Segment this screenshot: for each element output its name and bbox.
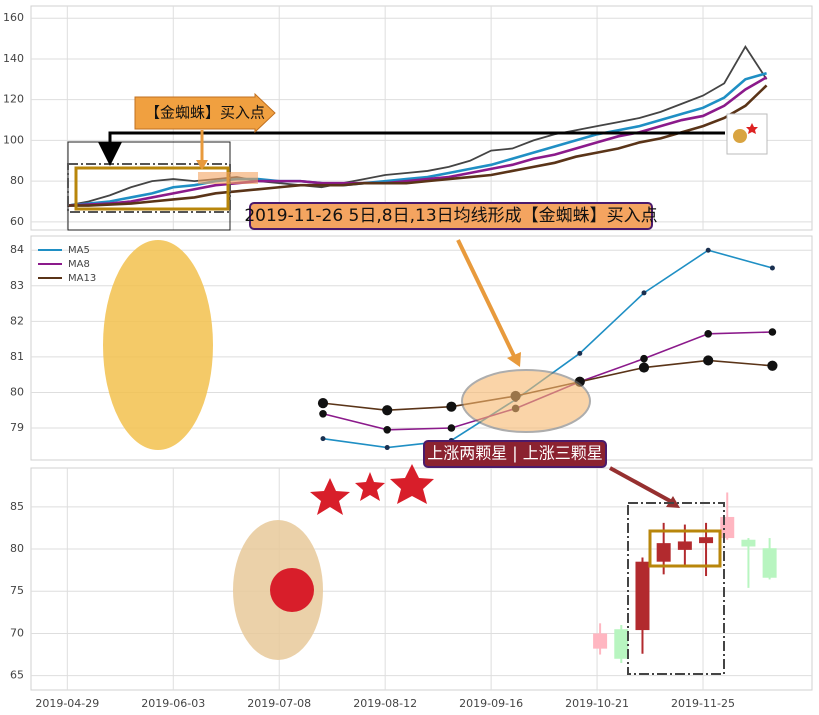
legend-label: MA8 [68, 259, 90, 270]
point [317, 398, 329, 409]
point [577, 350, 583, 356]
x-tick-label: 2019-10-21 [565, 697, 629, 710]
y-tick-label: 81 [10, 350, 24, 363]
mascot [270, 568, 314, 612]
series-line [67, 76, 768, 207]
mascot [103, 240, 213, 450]
point [638, 362, 650, 373]
candle-body [741, 539, 756, 547]
y-tick-label: 70 [10, 626, 24, 639]
y-tick-label: 83 [10, 279, 24, 292]
arrow [456, 239, 516, 357]
y-tick-label: 75 [10, 584, 24, 597]
label-box [249, 202, 653, 230]
candle-body [762, 548, 777, 578]
x-tick-label: 2019-06-03 [141, 697, 205, 710]
y-tick-label: 80 [10, 385, 24, 398]
star [390, 464, 434, 504]
candle-body [720, 516, 735, 539]
point [769, 265, 775, 271]
highlight-box [648, 529, 722, 568]
panel-frame [30, 467, 813, 691]
arrow-head [196, 160, 208, 170]
y-tick-label: 160 [3, 11, 24, 24]
point [703, 355, 714, 366]
y-tick-label: 65 [10, 669, 24, 682]
star [310, 478, 350, 515]
star [355, 472, 385, 501]
y-tick-label: 82 [10, 314, 24, 327]
point [705, 247, 711, 253]
icon [726, 113, 768, 155]
series-line [67, 84, 768, 207]
point [767, 360, 778, 371]
highlight-mark [198, 172, 258, 184]
candle-body [635, 561, 650, 631]
annotation: 上涨两颗星 | 上涨三颗星 [427, 444, 603, 463]
legend-label: MA13 [68, 273, 96, 284]
point [320, 436, 326, 442]
y-tick-label: 140 [3, 52, 24, 65]
arrow-head [507, 352, 521, 367]
point [447, 424, 456, 432]
candle-body [614, 629, 629, 659]
x-tick-label: 2019-09-16 [459, 697, 523, 710]
dash-box [67, 163, 231, 213]
annotation: 【金蜘蛛】买入点 [145, 104, 265, 122]
callout-shape [134, 92, 276, 134]
panel-frame [30, 235, 813, 461]
legend-label: MA5 [68, 245, 90, 256]
candle-body [593, 633, 608, 649]
annotation: 2019-11-26 5日,8日,13日均线形成【金蜘蛛】买入点 [244, 206, 657, 226]
series-line [67, 71, 767, 207]
x-tick-label: 2019-04-29 [35, 697, 99, 710]
highlight-box [74, 166, 230, 211]
y-tick-label: 79 [10, 421, 24, 434]
candle-body [677, 541, 692, 550]
point [641, 290, 647, 296]
y-tick-label: 120 [3, 93, 24, 106]
point [382, 405, 393, 416]
point [384, 445, 390, 451]
decorations [67, 92, 768, 675]
point [319, 409, 327, 418]
y-tick-label: 100 [3, 133, 24, 146]
label-box [423, 440, 607, 468]
arrow [609, 466, 673, 504]
arrow [98, 131, 725, 166]
series-line [67, 45, 768, 207]
dash-box [627, 502, 725, 675]
y-tick-label: 80 [10, 542, 24, 555]
y-tick-label: 60 [10, 215, 24, 228]
y-tick-label: 80 [10, 174, 24, 187]
highlight-ellipse [461, 369, 591, 433]
x-tick-label: 2019-08-12 [353, 697, 417, 710]
x-tick-label: 2019-07-08 [247, 697, 311, 710]
candle-body [656, 543, 671, 562]
point [704, 329, 712, 338]
icon [733, 129, 747, 143]
candle-body [699, 537, 714, 544]
x-tick-label: 2019-11-25 [671, 697, 735, 710]
icon [746, 123, 758, 134]
point [640, 354, 648, 363]
y-tick-label: 84 [10, 243, 24, 256]
point [383, 425, 392, 434]
y-tick-label: 85 [10, 500, 24, 513]
point [446, 401, 457, 412]
point [768, 328, 777, 336]
